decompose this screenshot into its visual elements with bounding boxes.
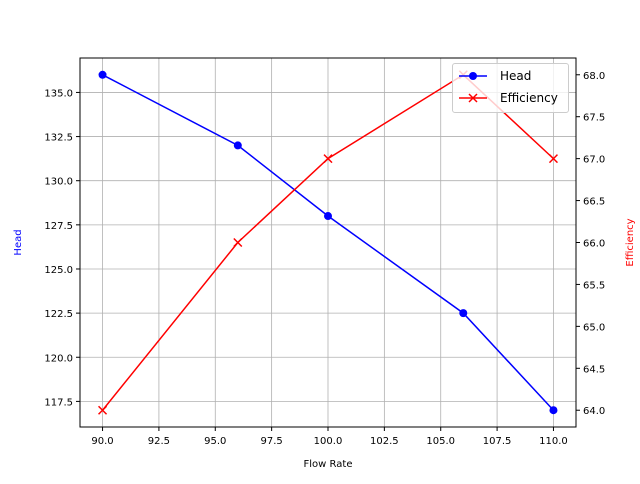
x-marker-icon — [459, 93, 487, 103]
y-tick-label: 130.0 — [44, 177, 73, 188]
y2-tick-label: 67.0 — [583, 155, 605, 166]
y2-tick-label: 64.0 — [583, 406, 605, 417]
x-tick-label: 97.5 — [261, 436, 283, 447]
x-tick-label: 92.5 — [148, 436, 170, 447]
x-axis-label: Flow Rate — [304, 459, 353, 470]
y-tick-label: 127.5 — [44, 221, 73, 232]
data-point — [98, 70, 107, 79]
data-point — [549, 406, 558, 415]
data-point — [233, 237, 243, 248]
data-point — [233, 141, 242, 150]
y-axis-label: Head — [13, 229, 24, 255]
x-tick-label: 102.5 — [370, 436, 399, 447]
legend-label: Efficiency — [500, 91, 558, 105]
y2-tick-label: 66.5 — [583, 197, 605, 208]
legend-item-efficiency: Efficiency — [453, 88, 568, 108]
y2-tick-label: 65.0 — [583, 322, 605, 333]
y-tick-label: 117.5 — [44, 397, 73, 408]
y2-tick-label: 65.5 — [583, 280, 605, 291]
y2-tick-label: 66.0 — [583, 239, 605, 250]
y2-axis-label: Efficiency — [625, 218, 636, 266]
y2-tick-label: 68.0 — [583, 71, 605, 82]
x-tick-label: 105.0 — [426, 436, 455, 447]
y2-tick-label: 64.5 — [583, 364, 605, 375]
y-tick-label: 135.0 — [44, 88, 73, 99]
data-point — [324, 212, 332, 221]
x-tick-label: 90.0 — [91, 436, 113, 447]
y-tick-label: 122.5 — [44, 309, 73, 320]
y2-tick-label: 67.5 — [583, 113, 605, 124]
x-tick-label: 107.5 — [483, 436, 512, 447]
legend-label: Head — [500, 69, 532, 83]
legend-item-head: Head — [453, 66, 568, 86]
y-tick-label: 120.0 — [44, 353, 73, 364]
x-tick-label: 95.0 — [204, 436, 226, 447]
y-tick-label: 125.0 — [44, 265, 73, 276]
chart-legend: Head Efficiency — [452, 63, 569, 113]
data-point — [548, 154, 558, 164]
data-point — [323, 154, 333, 164]
x-tick-label: 110.0 — [539, 436, 568, 447]
data-point — [98, 405, 108, 415]
circle-marker-icon — [459, 72, 487, 80]
y-tick-label: 132.5 — [44, 133, 73, 144]
x-tick-label: 100.0 — [314, 436, 343, 447]
data-point — [459, 309, 468, 318]
